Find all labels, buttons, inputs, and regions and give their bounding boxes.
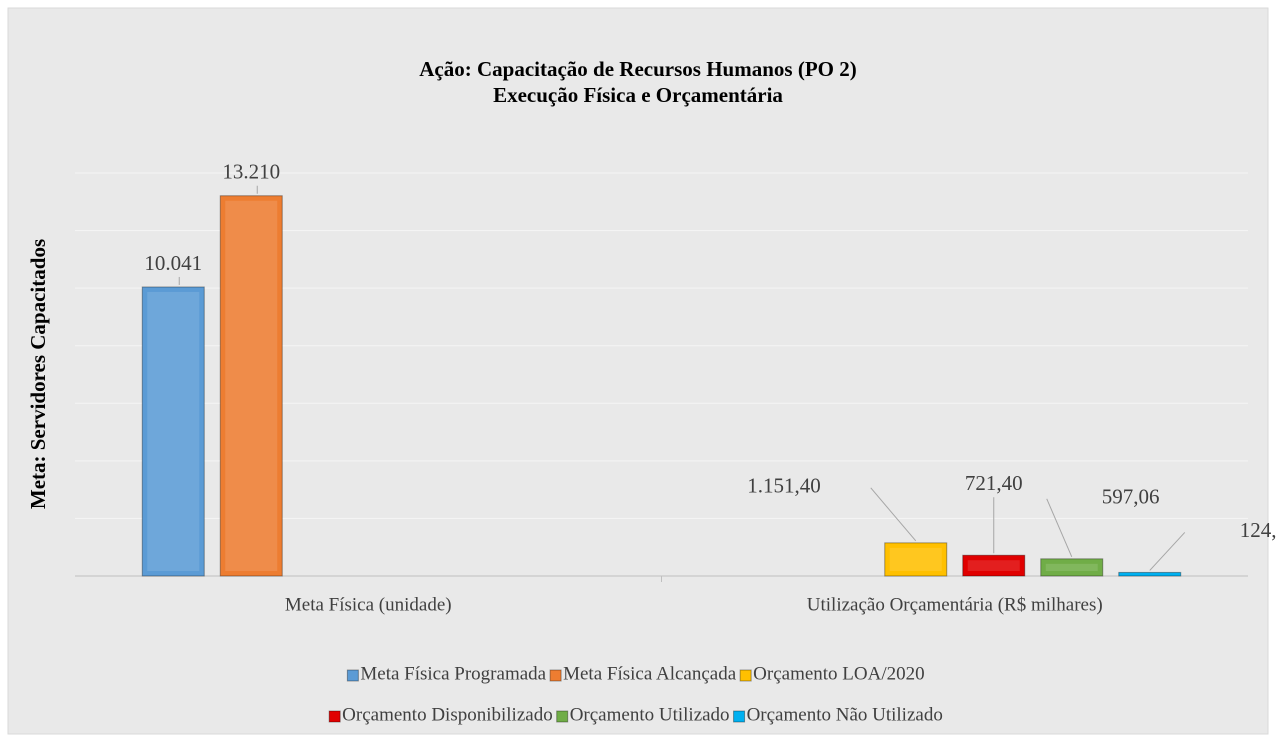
leader-line: [870, 487, 917, 542]
legend-label: Orçamento Utilizado: [570, 704, 730, 725]
y-axis-title: Meta: Servidores Capacitados: [26, 239, 50, 509]
bar-bevel: [967, 560, 1020, 571]
data-label: 1.151,40: [747, 474, 821, 498]
legend-swatch: [549, 669, 562, 682]
x-tick-label: Utilização Orçamentária (R$ milhares): [807, 594, 1103, 615]
bar: [219, 195, 283, 577]
leader-line: [1149, 532, 1186, 571]
bar: [884, 542, 948, 577]
data-label: 597,06: [1102, 485, 1160, 509]
x-tick-label: Meta Física (unidade): [285, 594, 452, 615]
legend-label: Orçamento Não Utilizado: [747, 704, 943, 725]
bar: [1118, 571, 1182, 577]
data-label: 13.210: [222, 160, 280, 184]
legend-label: Orçamento LOA/2020: [753, 663, 924, 684]
legend-row: Meta Física Programada Meta Física Alcanç…: [346, 663, 925, 684]
data-label: 721,40: [965, 471, 1023, 495]
legend-label: Meta Física Programada: [360, 663, 546, 684]
bar-bevel: [147, 291, 200, 571]
legend-swatch: [739, 669, 752, 682]
chart-area: [7, 7, 1269, 735]
bar-bevel: [889, 547, 942, 571]
data-label: 124,34: [1240, 518, 1276, 542]
bar-bevel: [225, 200, 278, 571]
leader-line: [1046, 498, 1073, 558]
bar-bevel: [1045, 563, 1098, 571]
legend-row: Orçamento Disponibilizado Orçamento Utili…: [328, 704, 943, 725]
bar: [962, 554, 1026, 577]
chart-subtitle: Execução Física e Orçamentária: [493, 83, 783, 107]
legend-swatch: [733, 710, 746, 723]
legend-label: Meta Física Alcançada: [563, 663, 737, 684]
legend-swatch: [328, 710, 341, 723]
legend-label: Orçamento Disponibilizado: [342, 704, 553, 725]
data-label: 10.041: [144, 251, 202, 275]
legend-swatch: [346, 669, 359, 682]
legend-swatch: [556, 710, 569, 723]
bar: [1040, 558, 1104, 577]
chart-title: Ação: Capacitação de Recursos Humanos (P…: [419, 57, 856, 81]
bar: [141, 286, 205, 577]
